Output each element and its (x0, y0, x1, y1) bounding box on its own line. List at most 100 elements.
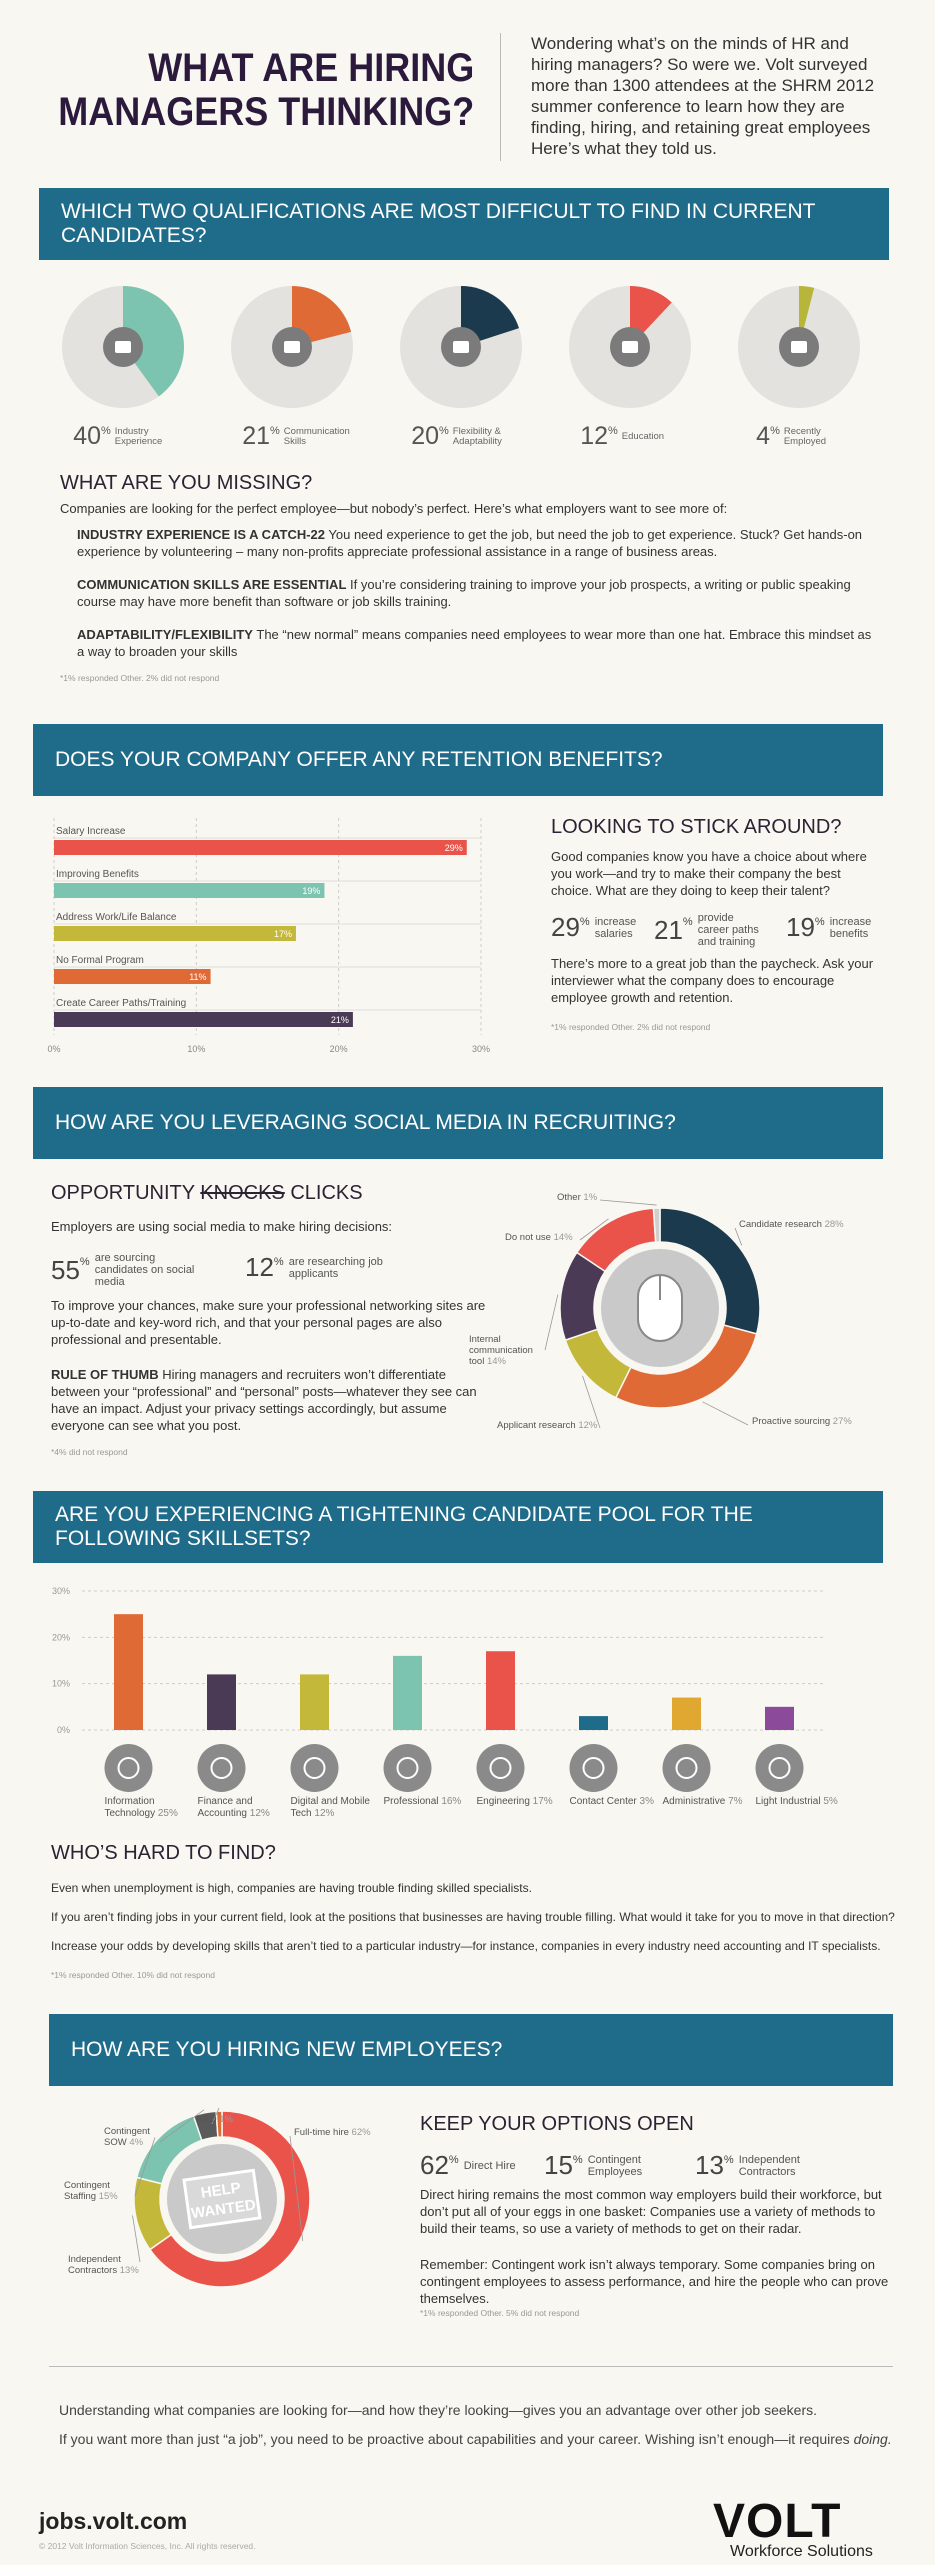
y-tick-label: 0% (57, 1725, 70, 1735)
bar (54, 969, 211, 984)
gauge-category: Flexibility & Adaptability (452, 425, 502, 447)
value-label: 21% (331, 1015, 349, 1025)
paragraph: To improve your chances, make sure your … (51, 1298, 486, 1347)
stat-unit: % (79, 1256, 90, 1268)
gauge-label: 40% Industry Experience (61, 422, 185, 451)
category-name: Finance and Accounting (197, 1796, 253, 1819)
stat-unit: % (572, 2154, 583, 2166)
icon-circle (569, 1744, 618, 1792)
stat-unit: % (579, 916, 590, 928)
slice-value: 15% (98, 2191, 118, 2202)
slice-value: 1% (583, 1192, 598, 1203)
category-label: No Formal Program (56, 955, 144, 966)
x-tick-label: 30% (472, 1044, 490, 1054)
category-label: Light Industrial 5% (756, 1796, 848, 1808)
category-name: Digital and Mobile Tech (290, 1796, 371, 1819)
stat-value: 15 (544, 2150, 573, 2180)
heading-word: CLICKS (290, 1182, 363, 1204)
gauge-unit: % (439, 425, 449, 437)
leader-line (289, 2135, 304, 2242)
slice-label: Applicant research 12% (497, 1420, 607, 1431)
point-lead: INDUSTRY EXPERIENCE IS A CATCH-22 (77, 527, 326, 542)
stat: 29% increase salaries (551, 912, 665, 943)
point-text: The “new normal” means companies need em… (77, 627, 872, 659)
logo: VOLT (713, 2495, 842, 2548)
point: COMMUNICATION SKILLS ARE ESSENTIAL If yo… (77, 576, 877, 610)
icon (210, 1757, 233, 1779)
leader-line (702, 1401, 749, 1426)
point-text: If you’re considering training to improv… (77, 577, 851, 609)
gauge-unit: % (770, 425, 780, 437)
value-label: 25% (157, 1808, 178, 1819)
stat-label: Independent Contractors (738, 2153, 800, 2178)
category-name: Engineering (476, 1796, 530, 1807)
icon-circle (755, 1744, 804, 1792)
stat: 21% provide career paths and training (654, 912, 768, 948)
leader-line (211, 2107, 220, 2125)
gauge-label: 20% Flexibility & Adaptability (399, 422, 523, 451)
paragraph: Even when unemployment is high, companie… (51, 1881, 532, 1895)
slice-label: Internal communication tool 14% (469, 1334, 544, 1367)
leader-line (582, 1375, 601, 1429)
category-label: Engineering 17% (477, 1796, 569, 1808)
x-tick-label: 20% (330, 1044, 348, 1054)
slice-category: Contingent Staffing (64, 2180, 110, 2202)
stat-label: Contingent Employees (587, 2153, 643, 2178)
leader-line (544, 1294, 559, 1351)
bar (300, 1674, 329, 1730)
gauge-value: 12 (580, 422, 609, 450)
stat-value: 19 (786, 912, 815, 942)
bar (579, 1716, 608, 1730)
category-name: Contact Center (569, 1796, 637, 1807)
category-name: Light Industrial (755, 1796, 821, 1807)
category-name: Information Technology (104, 1796, 156, 1819)
gauge-wedge (461, 286, 520, 347)
bar (54, 840, 467, 855)
section-heading: OPPORTUNITY KNOCKS CLICKS (51, 1182, 363, 1205)
gauge-unit: % (101, 425, 111, 437)
title-line: MANAGERS THINKING? (58, 90, 474, 134)
y-tick-label: 10% (52, 1679, 70, 1689)
stat-value: 12 (245, 1252, 274, 1282)
slice-value: 28% (824, 1219, 844, 1230)
slice-value: 27% (832, 1416, 852, 1427)
bar (207, 1674, 236, 1730)
icon (768, 1757, 791, 1779)
icon (396, 1757, 419, 1779)
separator (500, 33, 501, 161)
icon (489, 1757, 512, 1779)
icon-circle (104, 1744, 153, 1792)
category-label: Improving Benefits (56, 869, 139, 880)
icon-circle (662, 1744, 711, 1792)
gauge-label: 12% Education (568, 422, 692, 451)
slice-label: Contingent SOW 4% (104, 2126, 164, 2148)
footnote: *1% responded Other. 2% did not respond (60, 673, 220, 683)
stat-value: 13 (695, 2150, 724, 2180)
stat-label: provide career paths and training (697, 912, 759, 948)
leader-line (134, 2137, 156, 2197)
stat-label: are researching job applicants (288, 1255, 383, 1280)
footnote: *1% responded Other. 2% did not respond (551, 1022, 711, 1032)
slice-value: 14% (486, 1356, 506, 1367)
stat-value: 29 (551, 912, 580, 942)
icon (453, 341, 469, 353)
stat-label: increase benefits (829, 915, 872, 940)
leader-line (599, 1199, 657, 1206)
gauge-value: 4 (756, 422, 771, 450)
logo-tagline: Workforce Solutions (730, 2543, 873, 2560)
section-banner: DOES YOUR COMPANY OFFER ANY RETENTION BE… (33, 724, 883, 796)
y-tick-label: 30% (52, 1586, 70, 1596)
slice-value: 14% (553, 1232, 573, 1243)
slice-category: Internal communication tool (469, 1334, 533, 1367)
gauge-wedge (123, 286, 185, 397)
slice-category: Applicant research (497, 1420, 576, 1431)
footer-text: Understanding what companies are looking… (59, 2402, 818, 2418)
bar (54, 1012, 353, 1027)
slice-category: Independent Contractors (68, 2254, 121, 2276)
slice-label: Full-time hire 62% (294, 2127, 414, 2138)
value-label: 7% (728, 1796, 743, 1807)
paragraph: Remember: Contingent work isn’t always t… (420, 2257, 889, 2306)
bar (54, 926, 296, 941)
